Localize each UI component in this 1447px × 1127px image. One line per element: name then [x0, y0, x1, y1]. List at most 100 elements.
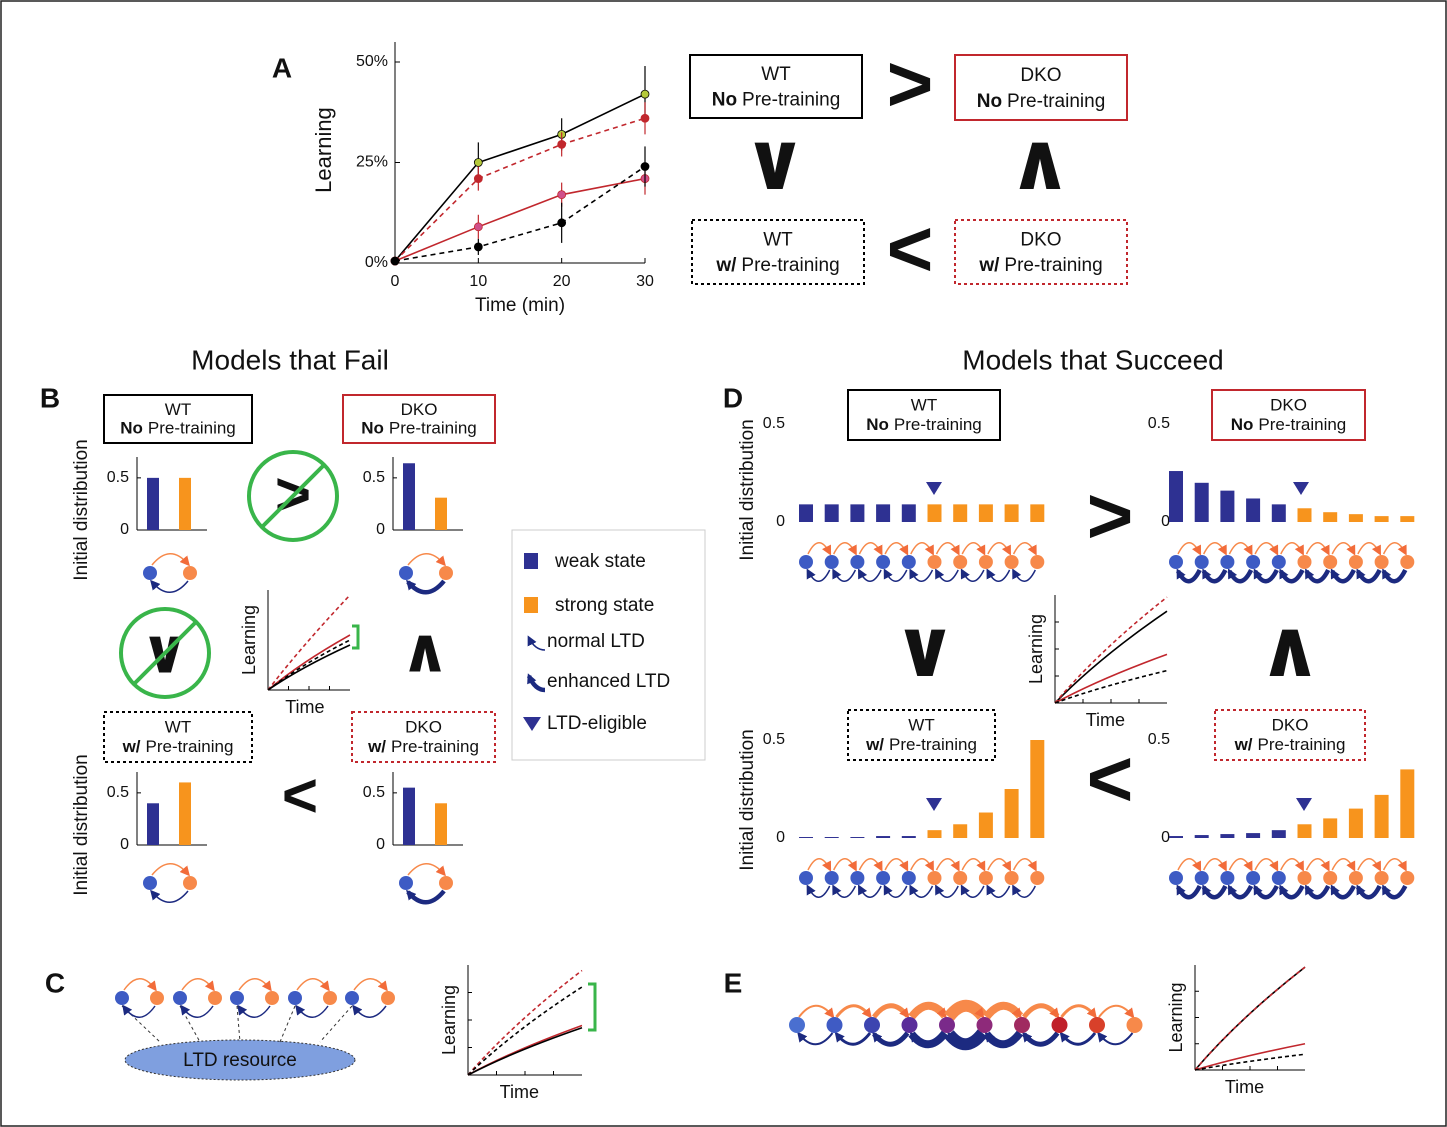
state-node: [902, 871, 916, 885]
potentiation-arrow: [911, 543, 933, 554]
bar: [902, 504, 916, 522]
panel-label: D: [723, 382, 743, 413]
bar: [435, 803, 447, 845]
condition-bold: No: [866, 415, 889, 434]
mini-y-label: Learning: [1166, 982, 1186, 1052]
y-tick-label: 0%: [365, 254, 388, 271]
state-node: [150, 991, 164, 1005]
depression-arrow: [297, 1006, 328, 1017]
state-node: [1349, 555, 1363, 569]
state-node: [1030, 555, 1044, 569]
data-point: [474, 175, 482, 183]
legend-label: LTD-eligible: [547, 713, 647, 734]
state-node: [1246, 871, 1260, 885]
condition-detail: NoPre-training: [712, 89, 841, 110]
bar: [179, 782, 191, 845]
potentiation-arrow: [408, 864, 444, 875]
condition-rest: Pre-training: [894, 415, 982, 434]
potentiation-arrow: [182, 979, 213, 990]
depression-arrow: [152, 891, 188, 902]
y-tick-label: 0.5: [763, 731, 785, 748]
bar: [1246, 498, 1260, 522]
depression-arrow: [987, 1033, 1021, 1044]
condition-group: DKO: [401, 400, 438, 419]
depression-arrow: [1281, 570, 1303, 581]
comparison-operator: <: [887, 204, 934, 293]
bar: [1195, 835, 1209, 838]
y-axis-label: Learning: [311, 107, 336, 193]
bar: [928, 504, 942, 522]
bar: [1005, 789, 1019, 838]
data-point: [641, 114, 649, 122]
resource-link: [180, 1006, 200, 1042]
potentiation-arrow: [1062, 1006, 1096, 1017]
depression-arrow: [885, 886, 907, 897]
data-point: [641, 90, 649, 98]
resource-link: [280, 1006, 295, 1042]
potentiation-arrow: [1281, 543, 1303, 554]
mini-y-label: Learning: [239, 605, 259, 675]
y-tick-label: 0: [1161, 829, 1170, 846]
state-node: [1169, 871, 1183, 885]
state-node: [1298, 871, 1312, 885]
state-node: [1272, 555, 1286, 569]
condition-detail: w/Pre-training: [715, 255, 839, 276]
state-node: [183, 876, 197, 890]
depression-arrow: [837, 1033, 871, 1044]
bar: [147, 478, 159, 530]
depression-arrow: [1332, 886, 1354, 897]
depression-arrow: [1229, 570, 1251, 581]
potentiation-arrow: [297, 979, 328, 990]
state-node: [1323, 555, 1337, 569]
bar: [825, 504, 839, 522]
depression-arrow: [1281, 886, 1303, 897]
depression-arrow: [962, 570, 984, 581]
mini-x-label: Time: [500, 1082, 539, 1102]
state-node: [953, 871, 967, 885]
state-node: [208, 991, 222, 1005]
depression-arrow: [182, 1006, 213, 1017]
depression-arrow: [937, 570, 959, 581]
depression-arrow: [949, 1033, 983, 1044]
depression-arrow: [808, 886, 830, 897]
bar: [928, 830, 942, 838]
ltd-eligible-marker: [1293, 482, 1309, 495]
state-node: [825, 871, 839, 885]
ltd-eligible-marker: [1296, 798, 1312, 811]
state-node: [1246, 555, 1260, 569]
depression-arrow: [1307, 886, 1329, 897]
condition-bold: No: [361, 419, 384, 438]
mini-y-label: Learning: [439, 985, 459, 1055]
depression-arrow: [354, 1006, 386, 1017]
state-node: [1375, 555, 1389, 569]
state-node: [850, 555, 864, 569]
bar: [1169, 471, 1183, 522]
state-node: [1195, 555, 1209, 569]
condition-group: WT: [165, 717, 191, 736]
potentiation-arrow: [808, 543, 830, 554]
data-point: [558, 191, 566, 199]
x-tick-label: 20: [553, 273, 571, 290]
bar: [850, 837, 864, 838]
depression-arrow: [1229, 886, 1251, 897]
bar: [1195, 483, 1209, 522]
bar: [799, 837, 813, 838]
depression-arrow: [239, 1006, 270, 1017]
depression-arrow: [988, 886, 1010, 897]
depression-arrow: [911, 570, 933, 581]
condition-detail: w/Pre-training: [978, 255, 1102, 276]
depression-arrow: [124, 1006, 155, 1017]
x-axis-label: Time (min): [475, 295, 565, 316]
condition-group: DKO: [1272, 715, 1309, 734]
data-point: [558, 140, 566, 148]
depression-arrow: [408, 581, 444, 592]
potentiation-arrow: [1384, 859, 1406, 870]
data-point: [391, 257, 399, 265]
potentiation-arrow: [1014, 543, 1036, 554]
y-axis-label: Initial distribution: [737, 729, 758, 871]
depression-arrow: [1255, 570, 1277, 581]
condition-rest: Pre-training: [741, 255, 839, 276]
comparison-operator: >: [1087, 471, 1134, 560]
potentiation-arrow: [859, 859, 881, 870]
potentiation-arrow: [1332, 859, 1354, 870]
